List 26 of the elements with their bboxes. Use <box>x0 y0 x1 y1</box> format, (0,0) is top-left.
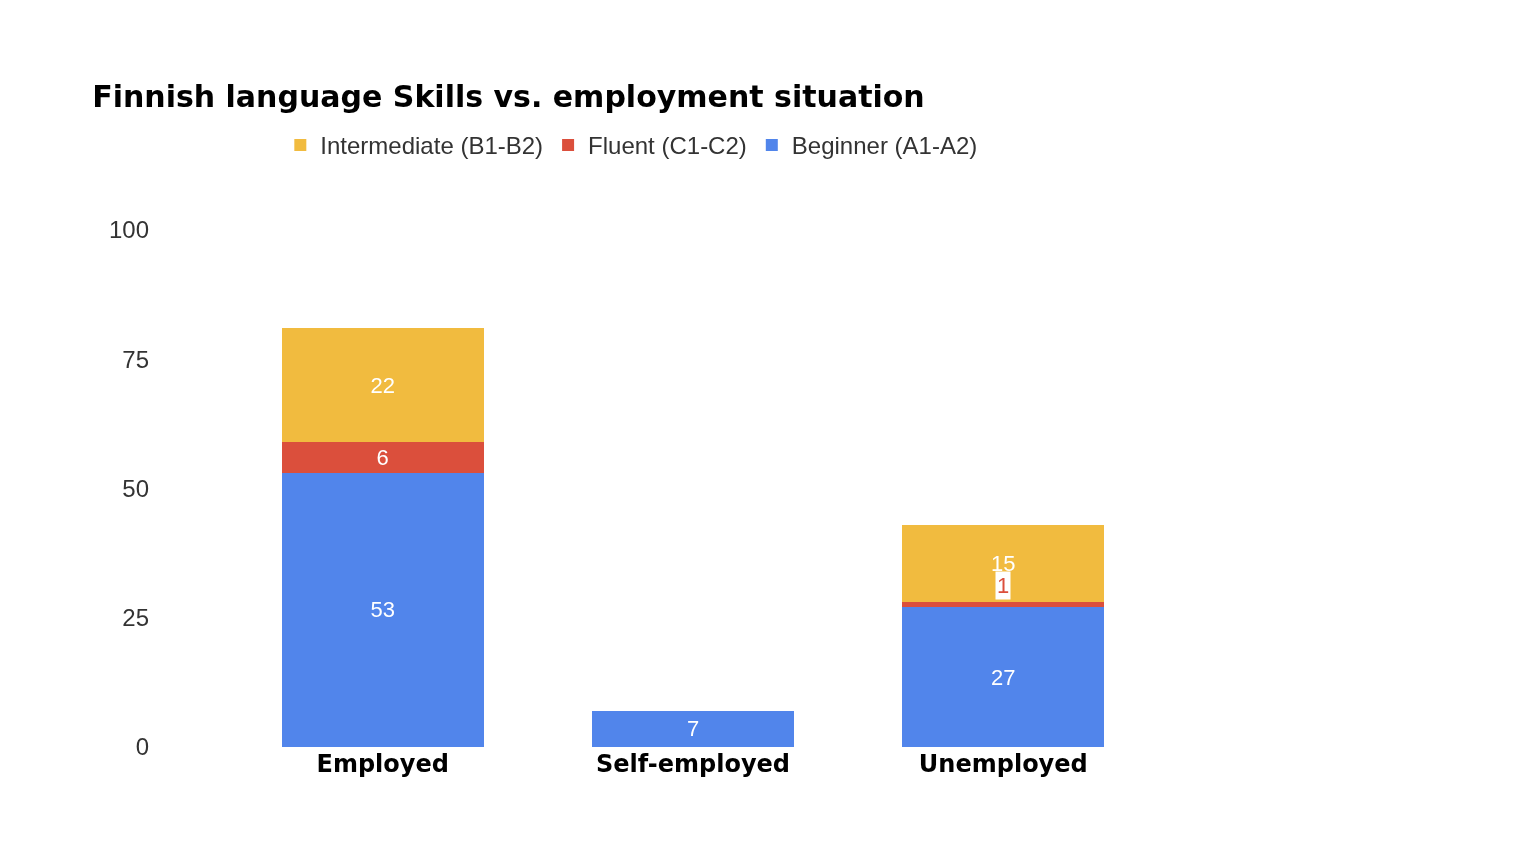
y-tick-label: 100 <box>108 216 149 244</box>
x-tick-label: Employed <box>316 750 449 778</box>
legend-label: Beginner (A1-A2) <box>791 132 978 160</box>
y-tick-label: 50 <box>122 474 149 502</box>
legend-label: Intermediate (B1-B2) <box>320 132 544 160</box>
bar <box>902 607 1105 747</box>
bar <box>281 441 484 473</box>
data-label: 27 <box>991 664 1016 690</box>
chart-title: Finnish language Skills vs. employment situation <box>92 78 925 114</box>
legend-label: Fluent (C1-C2) <box>588 132 747 160</box>
bar <box>902 602 1105 608</box>
data-label: 15 <box>991 550 1016 576</box>
bar <box>281 328 484 442</box>
data-label: 1 <box>997 573 1010 598</box>
x-tick-label: Unemployed <box>918 750 1088 778</box>
y-tick-label: 75 <box>122 345 149 373</box>
y-tick-label: 25 <box>122 604 149 632</box>
data-label: 7 <box>686 716 700 742</box>
bar <box>281 472 484 747</box>
bar <box>592 710 794 747</box>
data-label: 6 <box>376 444 389 470</box>
data-label: 53 <box>370 597 395 623</box>
data-label: 22 <box>370 372 395 398</box>
bar <box>902 524 1105 603</box>
x-tick-label: Self-employed <box>595 750 791 778</box>
y-tick-label: 0 <box>135 733 149 761</box>
